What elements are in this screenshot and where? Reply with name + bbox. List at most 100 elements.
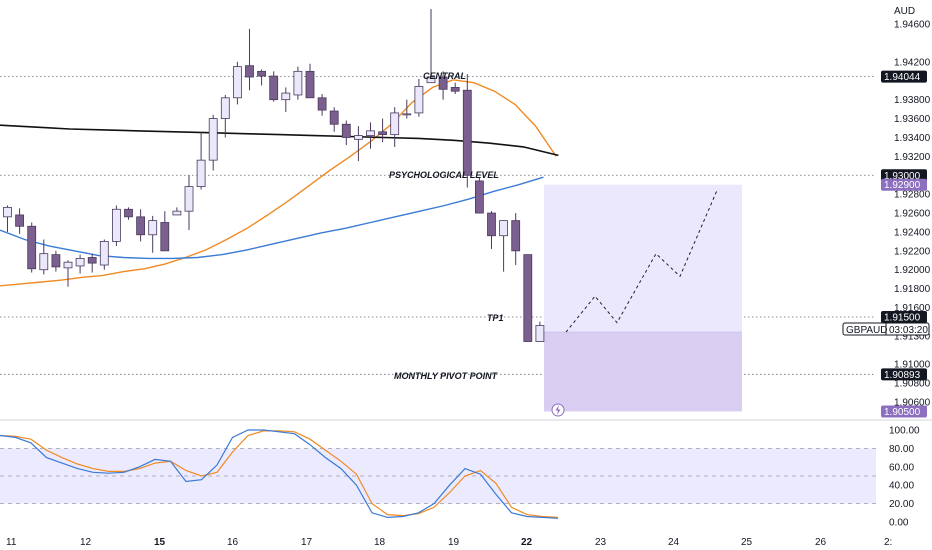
price-tick: 1.92000	[894, 265, 931, 276]
candle-body	[462, 89, 472, 176]
candle-body	[99, 240, 109, 266]
price-tick: 1.92800	[894, 190, 931, 201]
time-tick: 15	[154, 537, 166, 548]
candle-body	[366, 130, 375, 136]
price-tag	[881, 405, 927, 418]
candle-body	[269, 75, 279, 101]
candle-body	[51, 254, 61, 268]
candle-body	[257, 70, 267, 77]
projection-line	[565, 190, 718, 333]
price-tick: 1.91600	[894, 303, 931, 314]
price-tick: 1.91300	[894, 331, 931, 342]
candle-body	[329, 110, 339, 125]
candle-body	[305, 70, 315, 99]
candle-body	[148, 220, 158, 236]
price-tag-text: 1.90500	[884, 407, 921, 418]
price-tag-text: 1.92900	[884, 180, 921, 191]
candle-body	[353, 135, 363, 140]
time-tick: 25	[741, 537, 753, 548]
price-tag-text: 1.91500	[884, 312, 921, 323]
time-tick: 11	[6, 537, 17, 548]
psychological-label: PSYCHOLOGICAL LEVEL	[389, 170, 499, 180]
price-tag	[881, 368, 927, 381]
candle-body	[75, 257, 85, 267]
time-tick: 23	[595, 537, 607, 548]
candle-body	[172, 210, 182, 216]
candle-body	[245, 65, 254, 78]
time-tick: 17	[301, 537, 313, 548]
price-tag	[881, 310, 927, 323]
osc-tick: 80.00	[889, 444, 914, 455]
position-zones[interactable]	[544, 184, 742, 412]
osc-tick: 100.00	[889, 426, 920, 437]
price-tick: 1.93600	[894, 114, 931, 125]
price-tick: 1.94200	[894, 57, 931, 68]
candle-body	[87, 257, 97, 264]
oscillator-axis[interactable]: 100.00 80.00 60.00 40.00 20.00 0.00	[889, 426, 920, 529]
candle-body	[160, 222, 170, 252]
price-tag-text: 1.94044	[884, 72, 921, 83]
price-tick: 1.92600	[894, 209, 931, 220]
candle-body	[232, 66, 242, 99]
price-tick: 1.90800	[894, 379, 931, 390]
candles	[3, 8, 545, 342]
candle-body	[293, 70, 303, 96]
candle-body	[27, 225, 37, 270]
ma-blue-line	[0, 176, 544, 260]
candle-body	[39, 253, 49, 271]
symbol-tag-text: GBPAUD	[846, 325, 888, 336]
candle-body	[499, 220, 509, 237]
central-label: CENTRAL	[423, 71, 466, 81]
time-tick: 2:	[884, 537, 892, 548]
candle-body	[450, 87, 460, 92]
time-tick: 19	[448, 537, 460, 548]
candle-body	[208, 118, 218, 161]
stoch-d-line	[0, 430, 559, 518]
price-tag-text: 1.90893	[884, 370, 921, 381]
candle-body	[63, 261, 73, 269]
candle-body	[511, 220, 521, 252]
candle-body	[196, 159, 206, 188]
osc-tick: 20.00	[889, 499, 914, 510]
monthly-pivot-label: MONTHLY PIVOT POINT	[394, 371, 499, 381]
time-tick: 24	[668, 537, 680, 548]
ma-black-line	[0, 124, 559, 157]
symbol-tag: GBPAUD 03:03:20	[842, 322, 930, 336]
candle-body	[438, 76, 448, 90]
candle-body	[390, 112, 400, 136]
price-axis[interactable]: 1.94600 1.94200 1.93800 1.93600 1.93400 1.932…	[894, 20, 931, 409]
time-tick: 12	[80, 537, 92, 548]
price-tick: 1.91000	[894, 360, 931, 371]
price-tick: 1.93800	[894, 95, 931, 106]
price-tick: 1.90600	[894, 398, 931, 409]
tp1-label: TP1	[487, 313, 504, 323]
candle-body	[523, 254, 533, 342]
osc-tick: 0.00	[889, 518, 909, 529]
candle-body	[535, 325, 545, 342]
ma-orange-line	[0, 79, 557, 287]
time-tick: 18	[374, 537, 386, 548]
candle-body	[378, 131, 388, 136]
candle-body	[281, 92, 291, 101]
lightning-icon[interactable]	[551, 403, 565, 417]
stochastic-pane[interactable]	[0, 429, 876, 519]
candle-body	[15, 214, 25, 227]
candle-body	[341, 123, 351, 138]
moving-averages	[0, 79, 559, 287]
osc-tick: 60.00	[889, 462, 914, 473]
price-tick: 1.93400	[894, 133, 931, 144]
projection-path	[565, 190, 718, 333]
price-tick: 1.91800	[894, 284, 931, 295]
candle-body	[426, 76, 436, 84]
currency-label: AUD	[894, 6, 915, 17]
candle-body	[317, 97, 327, 111]
time-axis[interactable]: 11 12 15 16 17 18 19 22 23 24 25 26 2:	[6, 537, 892, 548]
price-tag-text: 1.93000	[884, 171, 921, 182]
time-tick: 26	[815, 537, 827, 548]
price-tag	[881, 169, 927, 182]
candle-body	[414, 86, 424, 114]
candle-body	[402, 113, 412, 116]
time-tick: 16	[227, 537, 239, 548]
